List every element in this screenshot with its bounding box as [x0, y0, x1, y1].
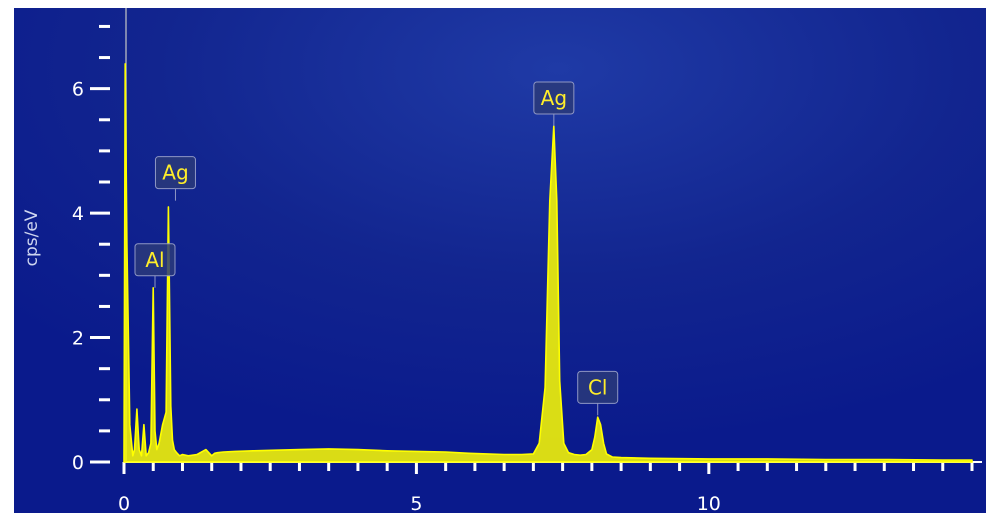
spectrum	[123, 63, 973, 463]
y-tick-label: 4	[72, 203, 84, 225]
spectrum-series-0	[123, 63, 973, 463]
y-tick-label: 0	[72, 452, 84, 474]
peak-label-text: Cl	[588, 375, 608, 399]
y-tick-label: 6	[72, 79, 84, 101]
plot-background	[14, 8, 986, 513]
peak-label-text: Al	[145, 248, 164, 272]
x-tick-label: 5	[410, 493, 422, 513]
peak-label-ag: Ag	[154, 156, 196, 201]
peak-label-text: Ag	[541, 86, 567, 110]
peak-labels: Al Ag Ag Cl	[134, 81, 619, 416]
x-tick-label: 10	[697, 493, 721, 513]
peak-label-cl: Cl	[577, 370, 619, 416]
peak-label-text: Ag	[162, 161, 188, 185]
y-tick-label: 2	[72, 328, 84, 350]
peak-label-al: Al	[134, 243, 176, 288]
peak-label-ag: Ag	[533, 81, 575, 126]
x-tick-label: 0	[118, 493, 130, 513]
y-axis-title: cps/eV	[22, 209, 42, 266]
